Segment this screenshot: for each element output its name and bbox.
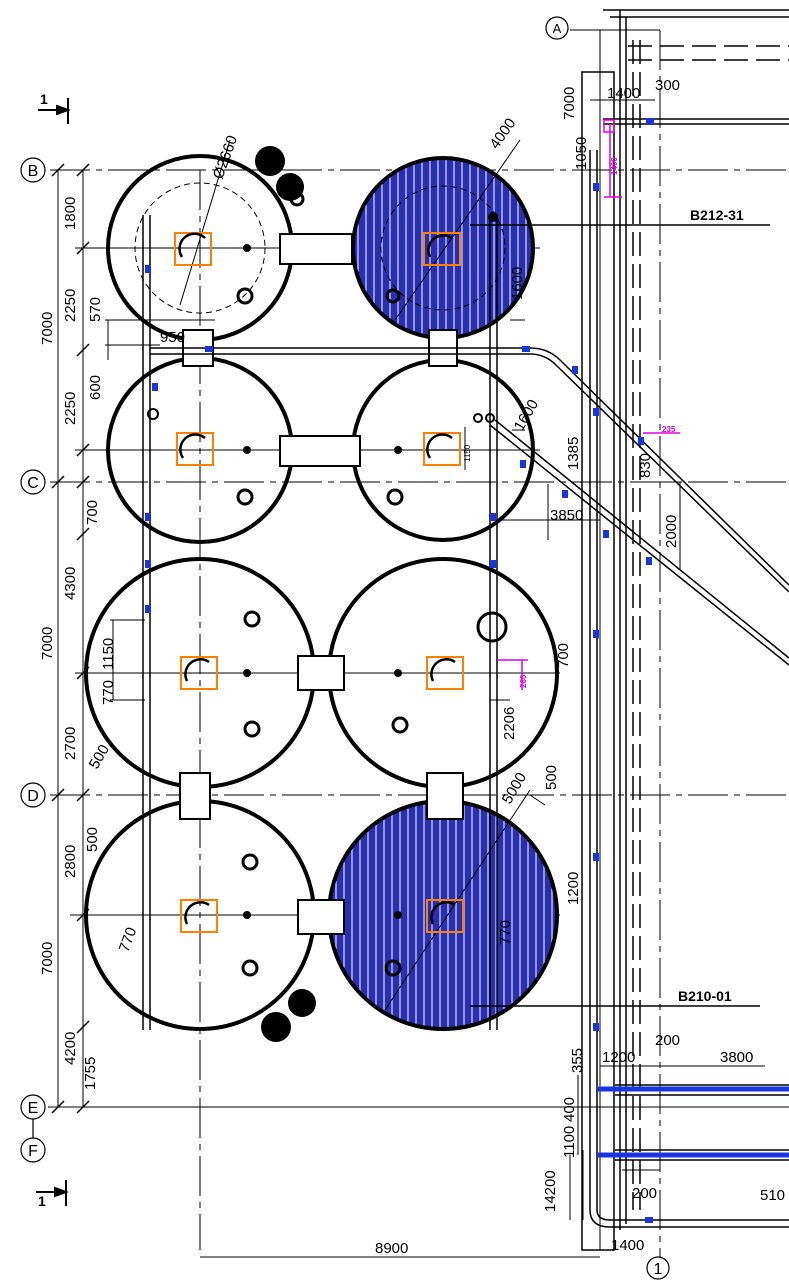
dim-570: 570 — [87, 297, 104, 322]
dim-500-c: 500 — [84, 827, 101, 852]
dim-830: 830 — [637, 453, 654, 478]
dim-8900: 8900 — [375, 1240, 408, 1257]
dim-770-c: 770 — [497, 920, 514, 945]
axis-1-label: 1 — [654, 1261, 663, 1278]
dim-1150: 1150 — [100, 638, 117, 670]
tank-bottom-left — [84, 799, 316, 1042]
dim-7000-b: 7000 — [39, 312, 56, 345]
dim-510: 510 — [760, 1187, 785, 1204]
dim-4300: 4300 — [62, 567, 79, 600]
axis-f-label: F — [28, 1143, 38, 1160]
dim-1400-top: 1400 — [607, 85, 640, 102]
detail-dimension-lines — [105, 99, 765, 1258]
axis-e-label: E — [28, 1100, 39, 1117]
dim-280: 280 — [519, 674, 528, 688]
dim-400: 400 — [561, 1097, 578, 1122]
dim-1150-small: 1150 — [463, 444, 472, 462]
axis-bubbles — [20, 16, 670, 1280]
dim-1800: 1800 — [62, 197, 79, 230]
dim-1100: 1100 — [561, 1126, 578, 1158]
dim-1385: 1385 — [565, 437, 582, 470]
axis-labels: A B C D E F 1 — [27, 21, 662, 1278]
left-dimensions: 1800 2250 7000 570 950 2250 600 700 4300… — [39, 197, 185, 1090]
left-dimension-lines — [51, 163, 109, 1114]
building-structure — [470, 9, 789, 1251]
dim-950: 950 — [160, 329, 185, 346]
section-marker-top — [38, 98, 71, 124]
dim-1600-a: 1600 — [509, 267, 526, 300]
section-marker-bottom — [36, 1180, 69, 1206]
dim-235: 235 — [662, 425, 676, 434]
dim-3800: 3800 — [720, 1049, 753, 1066]
dim-500-a: 500 — [86, 742, 113, 772]
equipment-tag-bottom: B210-01 — [678, 988, 732, 1004]
dim-200-a: 200 — [655, 1032, 680, 1049]
dim-770-b: 770 — [116, 925, 141, 954]
dim-700-a: 700 — [84, 500, 101, 525]
dim-3850: 3850 — [550, 507, 583, 524]
dim-355: 355 — [569, 1048, 586, 1073]
dim-500-b: 500 — [543, 765, 560, 790]
dim-770-a: 770 — [100, 680, 117, 705]
axis-a-label: A — [553, 21, 562, 36]
dim-2000: 2000 — [663, 515, 680, 548]
equipment-tag-top: B212-31 — [690, 207, 744, 223]
blue-pipes — [598, 1086, 789, 1158]
dim-200-b: 200 — [632, 1185, 657, 1202]
dim-2700: 2700 — [62, 727, 79, 760]
dim-1755: 1755 — [82, 1057, 99, 1090]
diameter-bottom: 5000 — [499, 770, 530, 807]
dim-1200-h: 1200 — [602, 1049, 635, 1066]
dim-700-b: 700 — [555, 643, 572, 668]
dim-2800: 2800 — [62, 845, 79, 878]
dim-1050: 1050 — [573, 137, 590, 170]
dim-2206: 2206 — [501, 707, 518, 740]
vertical-pipes — [142, 215, 498, 1030]
dim-1600-b: 1600 — [511, 397, 542, 434]
dim-7000-c: 7000 — [39, 627, 56, 660]
dim-600: 600 — [87, 375, 104, 400]
dim-7000-a: 7000 — [561, 87, 578, 120]
axis-d-label: D — [27, 788, 39, 805]
dim-1400-bottom: 1400 — [611, 1237, 644, 1254]
diameter-top-right: 4000 — [486, 115, 519, 152]
tank-bottom-right — [327, 789, 559, 1031]
process-pipes — [150, 347, 789, 666]
bottom-dimensions: 355 1200 200 3800 400 1100 14200 200 510… — [375, 1032, 785, 1257]
section-marker-label-top: 1 — [40, 91, 48, 107]
dim-300: 300 — [655, 77, 680, 94]
dim-4200: 4200 — [62, 1032, 79, 1065]
axis-b-label: B — [28, 163, 39, 180]
right-dimensions: 7000 1400 300 1050 1400 1600 1600 1385 8… — [463, 77, 680, 945]
dim-2250-b: 2250 — [62, 392, 79, 425]
dim-14200: 14200 — [542, 1170, 559, 1212]
dim-1200-v: 1200 — [565, 872, 582, 905]
tank-top-right — [351, 139, 535, 340]
magenta-marks — [497, 119, 680, 690]
dim-1400-v: 1400 — [610, 157, 619, 175]
dim-2250-a: 2250 — [62, 289, 79, 322]
blue-fittings — [145, 118, 654, 1223]
section-marker-label-bottom: 1 — [38, 1193, 46, 1209]
dim-7000-d: 7000 — [39, 942, 56, 975]
axis-c-label: C — [27, 475, 39, 492]
